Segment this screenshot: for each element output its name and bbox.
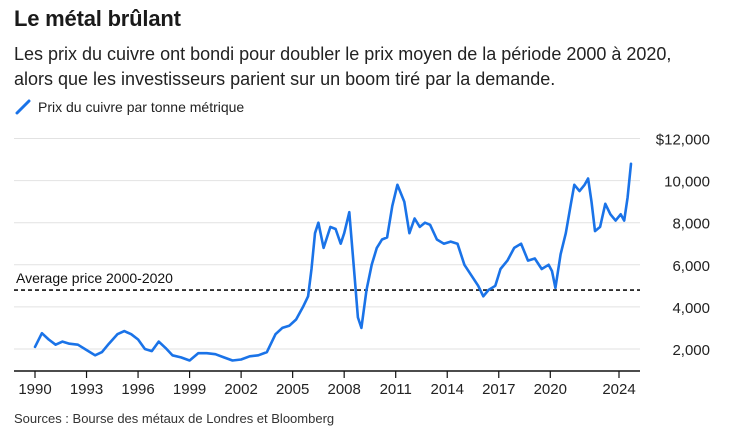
x-tick-label: 1996 [121,381,154,398]
source-note: Sources : Bourse des métaux de Londres e… [14,411,335,426]
x-tick-label: 1999 [173,381,206,398]
x-tick-label: 1993 [70,381,103,398]
chart-subtitle: Les prix du cuivre ont bondi pour double… [14,44,672,89]
legend-line-icon [15,99,31,115]
x-tick-label: 2005 [276,381,309,398]
y-tick-label: 10,000 [664,174,710,191]
y-tick-label: 8,000 [672,216,710,233]
average-line-group: Average price 2000-2020 [14,270,640,291]
chart-title: Le métal brûlant [14,6,181,31]
y-tick-label: $12,000 [656,132,710,149]
x-tick-label: 2008 [327,381,360,398]
average-line-label: Average price 2000-2020 [16,270,173,286]
y-tick-label: 4,000 [672,300,710,317]
legend-label: Prix du cuivre par tonne métrique [38,99,245,115]
y-tick-label: 2,000 [672,342,710,359]
series-line-copper-price [33,162,633,362]
x-tick-label: 2011 [380,381,412,398]
legend: Prix du cuivre par tonne métrique [14,99,244,115]
gridlines [14,138,640,350]
y-tick-label: 6,000 [672,258,710,275]
x-tick-label: 2017 [482,381,515,398]
series-line-group [33,162,633,362]
x-tick-label: 2020 [534,381,567,398]
x-tick-label: 2014 [431,381,464,398]
x-tick-label: 2024 [602,381,635,398]
x-tick-label: 1990 [18,381,51,398]
x-axis: 1990 1993 1996 1999 2002 2005 2008 2011 2014 2017… [14,370,640,398]
y-axis-ticks: $12,000 10,000 8,000 6,000 4,000 2,000 [656,132,710,359]
x-tick-label: 2002 [224,381,257,398]
